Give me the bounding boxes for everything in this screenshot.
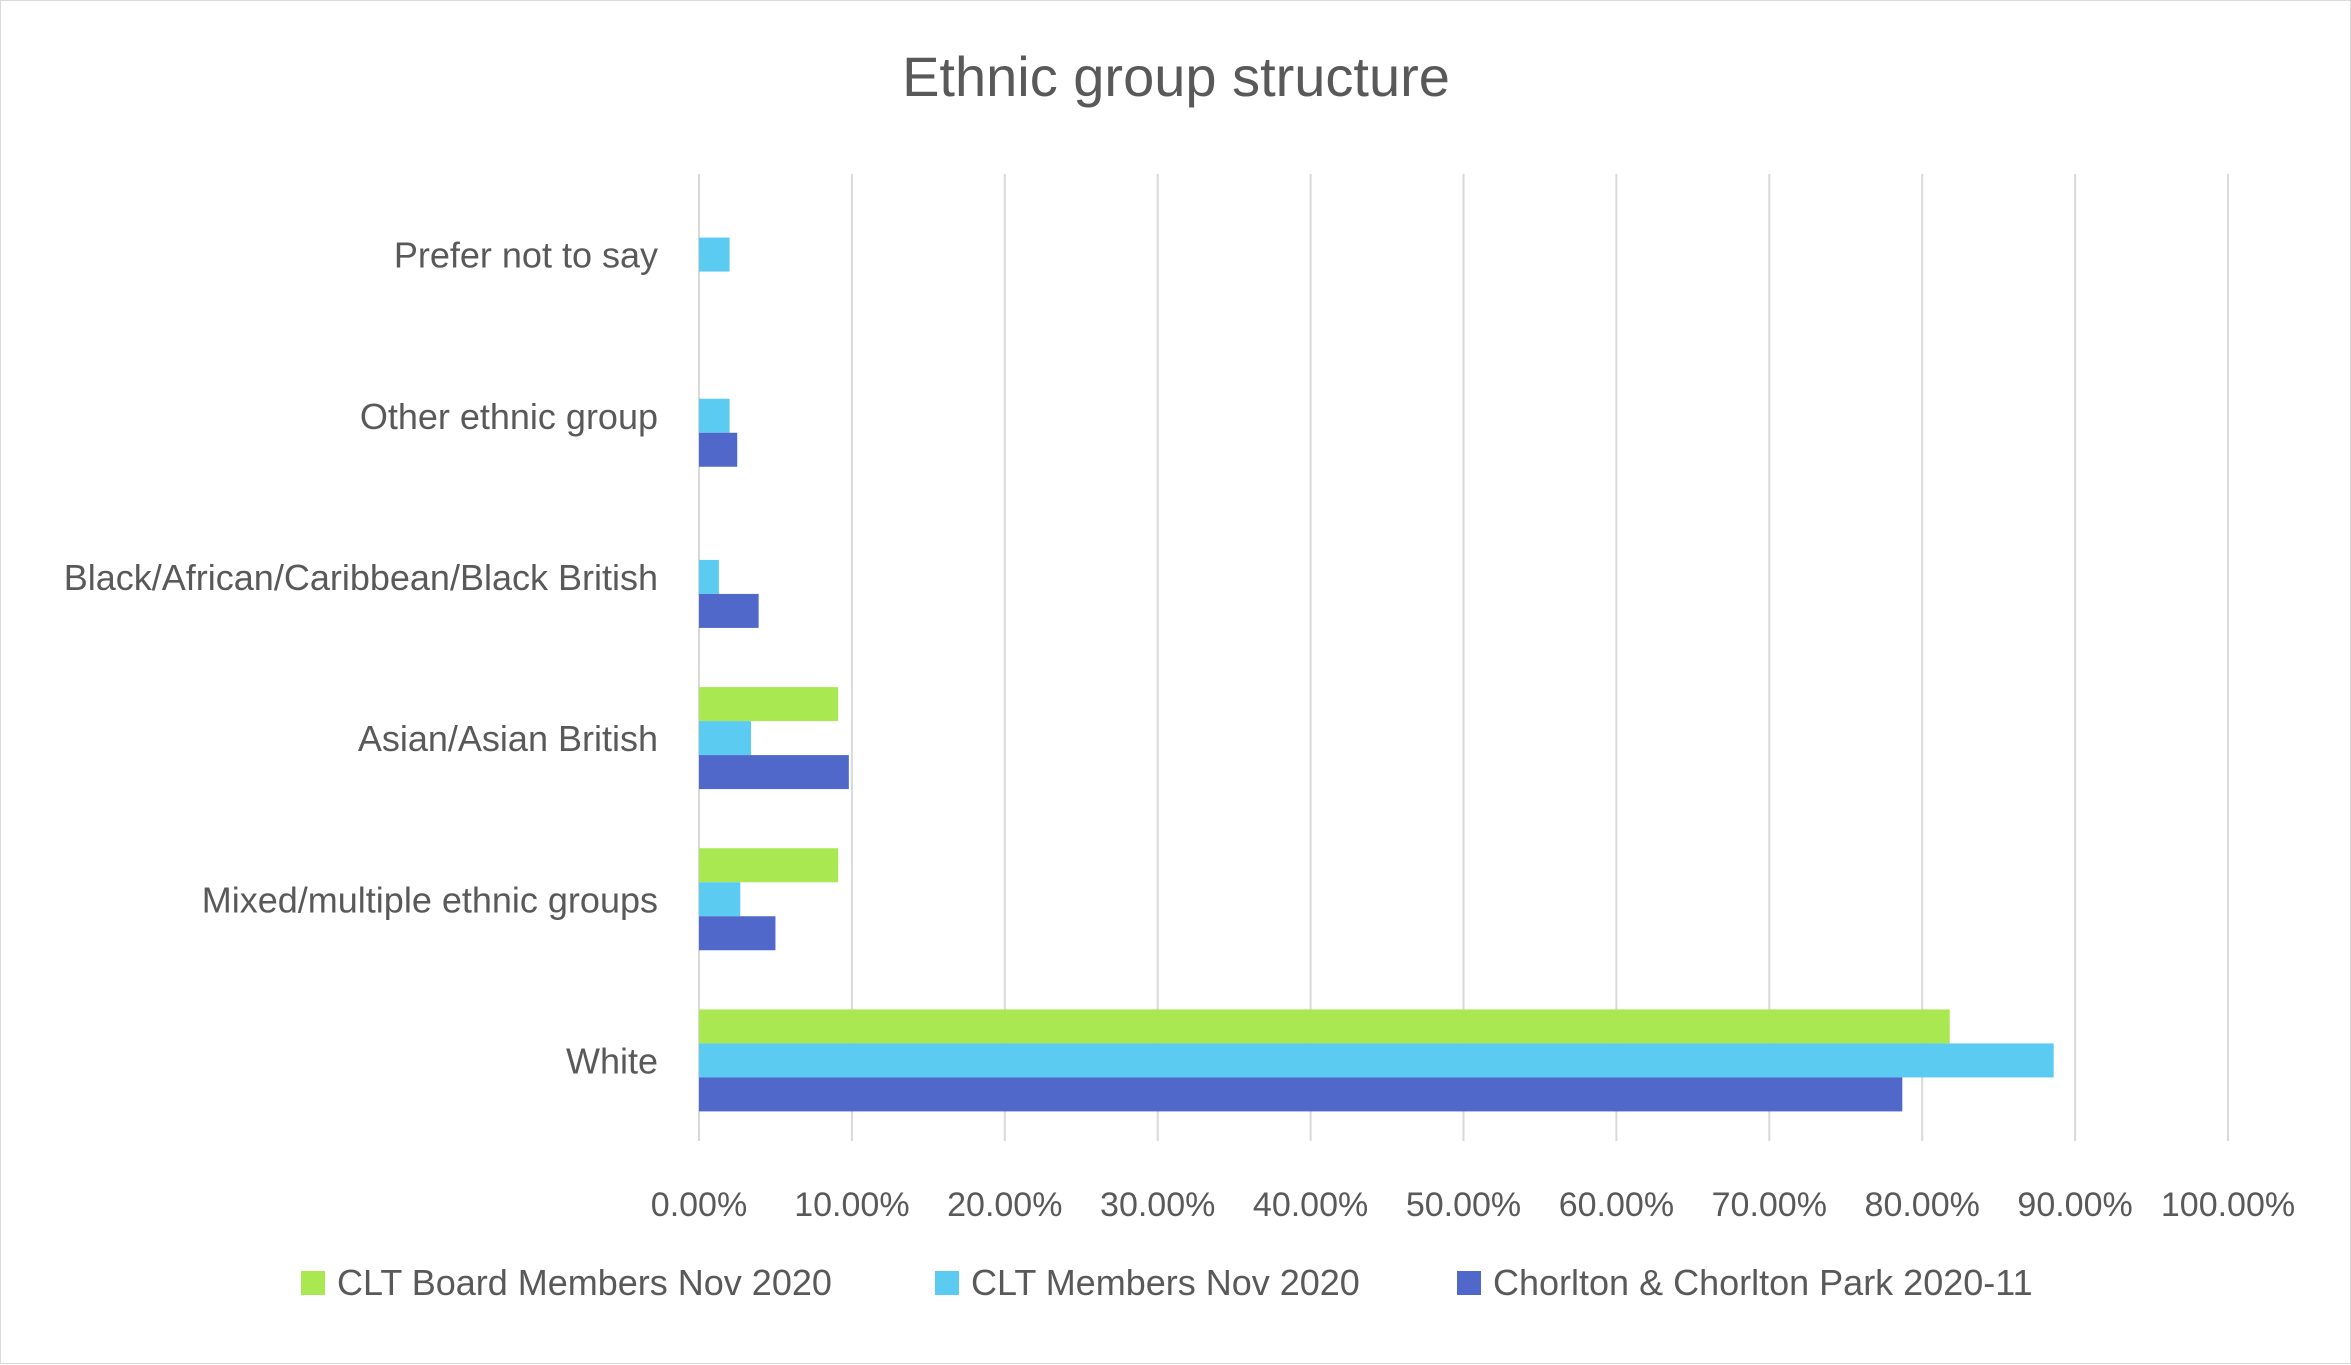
x-tick-label: 90.00% bbox=[2017, 1186, 2132, 1224]
bar bbox=[699, 755, 849, 790]
category-label: Mixed/multiple ethnic groups bbox=[202, 879, 658, 920]
x-tick-label: 80.00% bbox=[1865, 1186, 1980, 1224]
legend-label: CLT Board Members Nov 2020 bbox=[337, 1262, 832, 1303]
x-tick-label: 70.00% bbox=[1712, 1186, 1827, 1224]
x-tick-label: 0.00% bbox=[651, 1186, 747, 1224]
bar bbox=[699, 1009, 1950, 1044]
x-tick-label: 30.00% bbox=[1100, 1186, 1215, 1224]
bar bbox=[699, 882, 741, 917]
bar bbox=[699, 1077, 1903, 1112]
legend-swatch bbox=[935, 1271, 959, 1295]
category-labels: White Mixed/multiple ethnic groups Asian/A… bbox=[64, 235, 658, 1082]
x-tick-label: 50.00% bbox=[1406, 1186, 1521, 1224]
x-tick-label: 10.00% bbox=[794, 1186, 909, 1224]
category-label: Black/African/Caribbean/Black British bbox=[64, 557, 658, 598]
legend-swatch bbox=[301, 1271, 325, 1295]
bar bbox=[699, 237, 730, 272]
legend-label: CLT Members Nov 2020 bbox=[971, 1262, 1360, 1303]
legend-item: CLT Board Members Nov 2020 bbox=[301, 1262, 832, 1303]
bar bbox=[699, 432, 738, 467]
x-tick-label: 20.00% bbox=[947, 1186, 1062, 1224]
category-label: Prefer not to say bbox=[394, 235, 658, 276]
gridlines bbox=[698, 174, 2229, 1141]
x-tick-label: 60.00% bbox=[1559, 1186, 1674, 1224]
bar bbox=[699, 687, 839, 722]
x-tick-labels: 0.00% 10.00% 20.00% 30.00% 40.00% 50.00% 60.00… bbox=[651, 1186, 2295, 1224]
bar bbox=[699, 916, 776, 951]
legend-swatch bbox=[1457, 1271, 1481, 1295]
bar bbox=[699, 559, 719, 594]
legend: CLT Board Members Nov 2020 CLT Members No… bbox=[301, 1262, 2033, 1303]
x-tick-label: 40.00% bbox=[1253, 1186, 1368, 1224]
bar bbox=[699, 398, 730, 433]
bars bbox=[699, 237, 2054, 1112]
category-label: White bbox=[566, 1040, 658, 1081]
bar bbox=[699, 848, 839, 883]
x-tick-label: 100.00% bbox=[2161, 1186, 2295, 1224]
bar bbox=[699, 721, 751, 756]
bar bbox=[699, 593, 759, 628]
legend-item: Chorlton & Chorlton Park 2020-11 bbox=[1457, 1262, 2033, 1303]
category-label: Other ethnic group bbox=[360, 396, 658, 437]
legend-item: CLT Members Nov 2020 bbox=[935, 1262, 1360, 1303]
bar bbox=[699, 1043, 2054, 1078]
chart-title: Ethnic group structure bbox=[902, 45, 1450, 108]
category-label: Asian/Asian British bbox=[358, 718, 658, 759]
legend-label: Chorlton & Chorlton Park 2020-11 bbox=[1493, 1262, 2033, 1303]
